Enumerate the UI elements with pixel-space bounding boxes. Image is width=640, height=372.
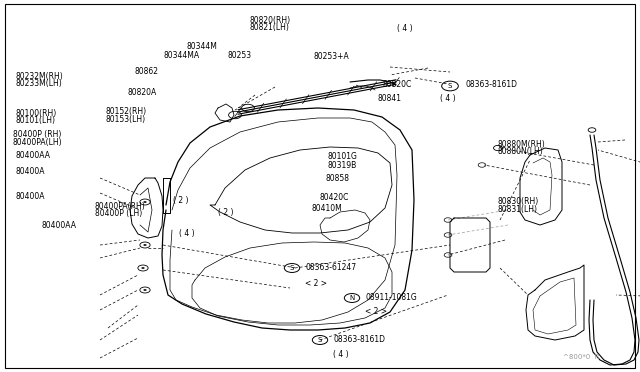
Text: 80400PA(RH): 80400PA(RH) <box>95 202 145 211</box>
Text: 80400A: 80400A <box>16 192 45 201</box>
Text: 80319B: 80319B <box>328 161 357 170</box>
Text: 80831(LH): 80831(LH) <box>498 205 538 214</box>
Text: 80344M: 80344M <box>187 42 218 51</box>
Text: 80820A: 80820A <box>128 88 157 97</box>
Text: 80400PA(LH): 80400PA(LH) <box>13 138 63 147</box>
Text: 80821(LH): 80821(LH) <box>250 23 289 32</box>
Text: 80152(RH): 80152(RH) <box>106 107 147 116</box>
Text: 80233M(LH): 80233M(LH) <box>16 79 63 88</box>
Text: ( 4 ): ( 4 ) <box>397 24 412 33</box>
Text: S: S <box>290 265 294 271</box>
Circle shape <box>141 267 144 269</box>
Text: 08911-1081G: 08911-1081G <box>365 294 417 302</box>
Text: 80253+A: 80253+A <box>314 52 349 61</box>
Text: 80830(RH): 80830(RH) <box>498 197 539 206</box>
Text: 80253: 80253 <box>227 51 252 60</box>
Text: 80880M(RH): 80880M(RH) <box>498 140 546 149</box>
Text: ^800*0  R: ^800*0 R <box>563 354 600 360</box>
Text: 80420C: 80420C <box>320 193 349 202</box>
Circle shape <box>144 289 147 291</box>
Text: 80400AA: 80400AA <box>42 221 77 230</box>
Text: 80862: 80862 <box>134 67 159 76</box>
Text: < 2 >: < 2 > <box>365 308 387 317</box>
Text: 80820C: 80820C <box>383 80 412 89</box>
Text: 80400P (RH): 80400P (RH) <box>13 130 61 139</box>
Text: 08363-61247: 08363-61247 <box>305 263 356 273</box>
Text: 80100(RH): 80100(RH) <box>16 109 57 118</box>
Text: ( 4 ): ( 4 ) <box>440 93 456 103</box>
Text: 08363-8161D: 08363-8161D <box>333 336 385 344</box>
Text: < 2 >: < 2 > <box>305 279 327 288</box>
Text: 80153(LH): 80153(LH) <box>106 115 146 124</box>
Text: 80232M(RH): 80232M(RH) <box>16 72 64 81</box>
Text: ( 4 ): ( 4 ) <box>333 350 349 359</box>
Text: 80410M: 80410M <box>311 204 342 213</box>
Text: S: S <box>318 337 322 343</box>
Text: ( 4 ): ( 4 ) <box>179 229 195 238</box>
Text: 80841: 80841 <box>378 94 402 103</box>
Text: ( 2 ): ( 2 ) <box>173 196 188 205</box>
Text: 80101G: 80101G <box>328 152 358 161</box>
Text: 80400A: 80400A <box>16 167 45 176</box>
Text: 80858: 80858 <box>325 174 349 183</box>
Circle shape <box>144 244 147 246</box>
Text: ( 2 ): ( 2 ) <box>218 208 233 217</box>
Text: 80400AA: 80400AA <box>16 151 51 160</box>
Text: 80400P (LH): 80400P (LH) <box>95 209 142 218</box>
Text: 80101(LH): 80101(LH) <box>16 116 56 125</box>
Text: 80820(RH): 80820(RH) <box>250 16 291 25</box>
Text: S: S <box>448 83 452 89</box>
Text: 80344MA: 80344MA <box>163 51 199 60</box>
Text: N: N <box>349 295 355 301</box>
Circle shape <box>144 201 147 203</box>
Text: 80880N(LH): 80880N(LH) <box>498 147 543 156</box>
Text: 08363-8161D: 08363-8161D <box>465 80 517 89</box>
